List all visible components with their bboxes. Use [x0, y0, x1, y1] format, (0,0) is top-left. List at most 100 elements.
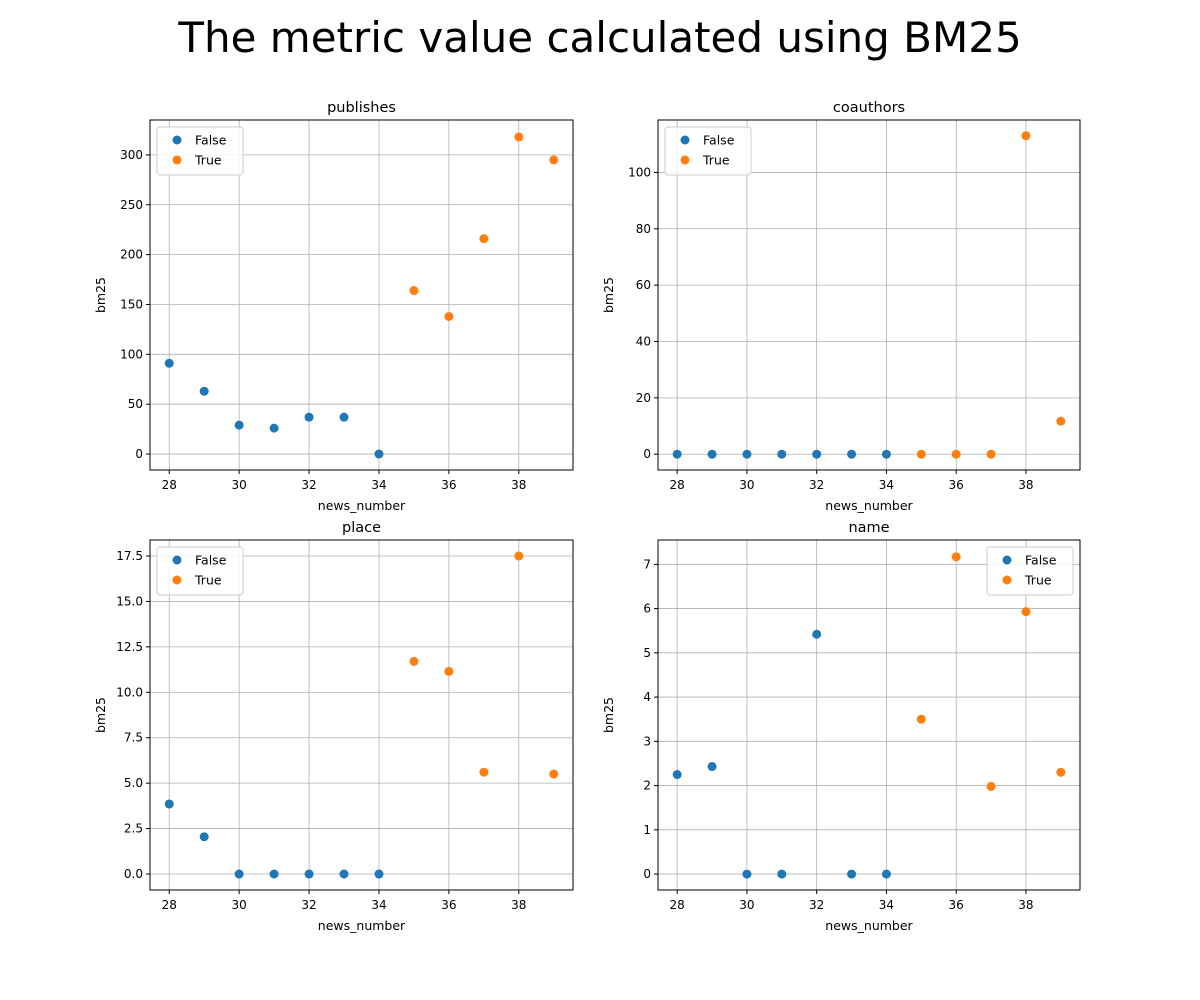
y-tick-label: 0	[135, 447, 143, 461]
x-tick-label: 38	[1018, 898, 1033, 912]
legend-label-true: True	[702, 153, 730, 168]
subplot-coauthors: 28 30 32 34 36 38 0 20 40 60 80 100 coauthors news_nu…	[601, 100, 1081, 513]
y-tick-label: 15.0	[116, 594, 143, 608]
x-tick-label: 32	[301, 478, 316, 492]
x-tick-label: 38	[511, 898, 526, 912]
point-false	[777, 869, 787, 879]
y-axis-label: bm25	[93, 277, 108, 313]
y-tick-label: 0.0	[124, 867, 143, 881]
x-tick-label: 28	[670, 478, 685, 492]
subplot-name: 28 30 32 34 36 3801234567namenews_numberbm25F…	[601, 520, 1081, 933]
point-true	[1056, 767, 1066, 777]
legend: False True	[156, 546, 244, 596]
legend-marker-false	[1002, 555, 1012, 565]
x-axis-label: news_number	[825, 498, 913, 513]
point-true	[514, 551, 524, 561]
axes-frame	[149, 119, 574, 471]
point-false	[742, 869, 752, 879]
x-tick-label: 28	[670, 898, 685, 912]
point-true	[986, 449, 996, 459]
y-tick-label: 300	[120, 148, 143, 162]
subplot-title: coauthors	[833, 100, 905, 116]
y-tick-label: 12.5	[116, 640, 143, 654]
legend: False True	[156, 126, 244, 176]
point-true	[444, 311, 454, 321]
axes-frame	[657, 539, 1081, 891]
point-false	[707, 449, 717, 459]
y-axis-label: bm25	[601, 697, 616, 733]
axes-frame	[149, 539, 574, 891]
axes-frame	[657, 119, 1081, 471]
point-true	[549, 155, 559, 165]
point-false	[164, 358, 174, 368]
y-tick-label: 4	[643, 690, 651, 704]
point-false	[881, 449, 891, 459]
y-tick-label: 100	[120, 347, 143, 361]
figure-title: The metric value calculated using BM25	[178, 13, 1022, 62]
legend-marker-true	[172, 155, 182, 165]
x-tick-label: 30	[232, 478, 247, 492]
point-true	[514, 132, 524, 142]
point-true	[1021, 607, 1031, 617]
point-false	[672, 770, 682, 780]
point-false	[847, 449, 857, 459]
point-false	[812, 449, 822, 459]
x-tick-label: 28	[162, 478, 177, 492]
y-tick-label: 150	[120, 297, 143, 311]
y-axis-label: bm25	[93, 697, 108, 733]
x-axis-label: news_number	[825, 918, 913, 933]
legend-label-false: False	[703, 133, 735, 148]
point-false	[234, 869, 244, 879]
y-tick-label: 1	[643, 823, 651, 837]
legend-label-true: True	[1024, 573, 1052, 588]
subplot-title: name	[848, 520, 889, 536]
x-tick-label: 32	[301, 898, 316, 912]
point-false	[234, 420, 244, 430]
y-tick-label: 6	[643, 602, 651, 616]
legend-label-false: False	[195, 553, 227, 568]
x-axis-label: news_number	[318, 498, 406, 513]
point-true	[1021, 131, 1031, 141]
point-true	[479, 767, 489, 777]
point-true	[549, 769, 559, 779]
subplot-publishes: 28 30 32 34 36 38 0 50 100 150 200 250 300 publishes n…	[93, 100, 574, 513]
x-tick-label: 28	[162, 898, 177, 912]
point-false	[707, 762, 717, 772]
point-false	[374, 449, 384, 459]
point-true	[479, 234, 489, 244]
y-tick-label: 0	[643, 447, 651, 461]
y-tick-label: 17.5	[116, 549, 143, 563]
point-true	[951, 552, 961, 562]
y-tick-label: 20	[636, 391, 651, 405]
point-false	[847, 869, 857, 879]
legend: False True	[664, 126, 752, 176]
x-tick-label: 30	[232, 898, 247, 912]
y-tick-label: 2	[643, 779, 651, 793]
x-tick-label: 36	[949, 898, 964, 912]
x-tick-label: 38	[1018, 478, 1033, 492]
point-false	[269, 869, 279, 879]
x-tick-label: 32	[809, 478, 824, 492]
x-tick-label: 36	[441, 478, 456, 492]
y-tick-label: 0	[643, 867, 651, 881]
point-false	[742, 449, 752, 459]
y-tick-label: 5.0	[124, 776, 143, 790]
x-tick-label: 36	[949, 478, 964, 492]
point-false	[164, 799, 174, 809]
x-axis-label: news_number	[318, 918, 406, 933]
x-tick-label: 36	[441, 898, 456, 912]
y-tick-label: 2.5	[124, 822, 143, 836]
y-axis-label: bm25	[601, 277, 616, 313]
legend-marker-false	[172, 135, 182, 145]
point-false	[199, 386, 209, 396]
point-false	[339, 412, 349, 422]
point-false	[304, 412, 314, 422]
point-true	[951, 449, 961, 459]
x-tick-label: 34	[879, 898, 894, 912]
y-tick-label: 200	[120, 248, 143, 262]
point-false	[199, 832, 209, 842]
point-false	[881, 869, 891, 879]
y-tick-label: 60	[636, 278, 651, 292]
point-false	[269, 423, 279, 433]
